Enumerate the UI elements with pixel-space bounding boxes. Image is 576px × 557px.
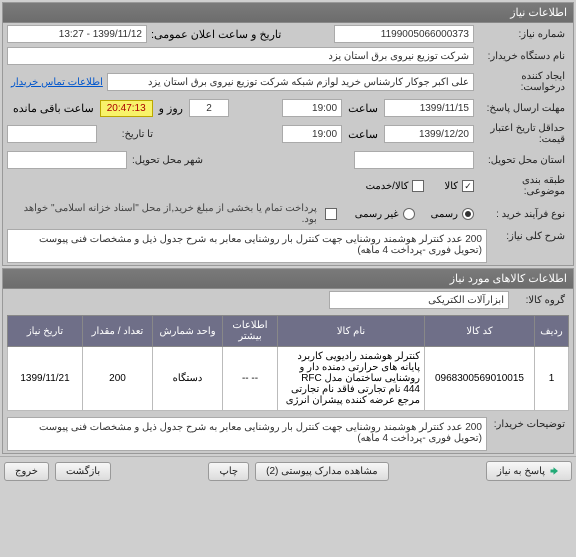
delivery-province-label: استان محل تحویل: (474, 153, 569, 168)
days-left-field: 2 (189, 99, 229, 117)
requester-label: ایجاد کننده درخواست: (474, 69, 569, 95)
goods-group-label: گروه کالا: (509, 293, 569, 308)
cell-qty: 200 (83, 347, 153, 411)
th-code: کد کالا (425, 316, 535, 347)
buyer-notes-field: 200 عدد کنترلر هوشمند روشنایی جهت کنترل … (7, 417, 487, 451)
need-number-label: شماره نیاز: (474, 27, 569, 42)
exit-button[interactable]: خروج (4, 462, 49, 481)
time-word-2: ساعت (342, 128, 384, 141)
reply-deadline-label: مهلت ارسال پاسخ: (474, 101, 569, 116)
contact-link[interactable]: اطلاعات تماس خریدار (7, 75, 107, 90)
table-row[interactable]: 1 0968300569010015 کنترلر هوشمند رادیویی… (8, 347, 569, 411)
footer-bar: پاسخ به نیاز مشاهده مدارک پیوستی (2) چاپ… (0, 456, 576, 485)
back-button-text: بازگشت (66, 466, 100, 477)
day-word: روز و (153, 102, 189, 115)
treasury-checkbox[interactable] (325, 208, 337, 220)
purchase-type-official-text: رسمی (431, 209, 458, 220)
th-idx: ردیف (535, 316, 569, 347)
items-table: ردیف کد کالا نام کالا اطلاعات بیشتر واحد… (7, 315, 569, 411)
purchase-type-unofficial[interactable]: غیر رسمی (355, 208, 415, 220)
reply-button[interactable]: پاسخ به نیاز (486, 461, 572, 481)
info-panel-header: اطلاعات نیاز (3, 3, 573, 23)
announce-time-label: تاریخ و ساعت اعلان عمومی: (147, 28, 334, 41)
delivery-city-label: شهر محل تحویل: (127, 153, 207, 168)
items-panel: اطلاعات کالاهای مورد نیاز گروه کالا: ابز… (2, 268, 574, 454)
reply-time-field: 19:00 (282, 99, 342, 117)
th-unit: واحد شمارش (153, 316, 223, 347)
requester-field: علی اکبر جوکار کارشناس خرید لوازم شبکه ش… (107, 73, 474, 91)
attachments-button[interactable]: مشاهده مدارک پیوستی (2) (255, 462, 389, 481)
cell-date: 1399/11/21 (8, 347, 83, 411)
purchase-type-label: نوع فرآیند خرید : (474, 207, 569, 222)
back-button[interactable]: بازگشت (55, 462, 111, 481)
th-more: اطلاعات بیشتر (223, 316, 278, 347)
main-desc-field: 200 عدد کنترلر هوشمند روشنایی جهت کنترل … (7, 229, 487, 263)
subject-service-text: کالا/خدمت (366, 181, 409, 192)
announce-time-field: 1399/11/12 - 13:27 (7, 25, 147, 43)
th-qty: تعداد / مقدار (83, 316, 153, 347)
items-table-header-row: ردیف کد کالا نام کالا اطلاعات بیشتر واحد… (8, 316, 569, 347)
buyer-org-label: نام دستگاه خریدار: (474, 49, 569, 64)
purchase-type-official[interactable]: رسمی (431, 208, 474, 220)
subject-service-checkbox[interactable]: کالا/خدمت (366, 180, 425, 192)
reply-button-text: پاسخ به نیاز (497, 466, 545, 477)
reply-date-field: 1399/11/15 (384, 99, 474, 117)
buyer-notes-label: توضیحات خریدار: (487, 417, 569, 432)
need-number-field: 1199005066000373 (334, 25, 474, 43)
subject-goods-text: کالا (444, 181, 458, 192)
info-panel: اطلاعات نیاز شماره نیاز: 119900506600037… (2, 2, 574, 266)
print-button[interactable]: چاپ (208, 462, 249, 481)
min-validity-label: حداقل تاریخ اعتبار قیمت: (474, 121, 569, 147)
print-button-text: چاپ (219, 466, 238, 477)
attachments-button-text: مشاهده مدارک پیوستی (2) (266, 466, 378, 477)
to-date-label: تا تاریخ: (97, 127, 157, 142)
countdown-badge: 20:47:13 (100, 100, 153, 117)
subject-goods-checkbox[interactable]: ✓ کالا (444, 180, 474, 192)
validity-date-field: 1399/12/20 (384, 125, 474, 143)
remaining-label: ساعت باقی مانده (7, 102, 100, 115)
validity-time-field: 19:00 (282, 125, 342, 143)
delivery-province-field (354, 151, 474, 169)
th-date: تاریخ نیاز (8, 316, 83, 347)
th-name: نام کالا (278, 316, 425, 347)
time-word-1: ساعت (342, 102, 384, 115)
buyer-org-field: شرکت توزیع نیروی برق استان یزد (7, 47, 474, 65)
reply-icon (549, 465, 561, 477)
exit-button-text: خروج (15, 466, 38, 477)
to-date-field (7, 125, 97, 143)
subject-class-label: طبقه بندی موضوعی: (474, 173, 569, 199)
cell-idx: 1 (535, 347, 569, 411)
items-panel-header: اطلاعات کالاهای مورد نیاز (3, 269, 573, 289)
treasury-hint: پرداخت تمام یا بخشی از مبلغ خرید,از محل … (7, 203, 325, 225)
cell-name: کنترلر هوشمند رادیویی کاربرد پایانه های … (278, 347, 425, 411)
main-desc-label: شرح کلی نیاز: (487, 229, 569, 244)
cell-more[interactable]: -- -- (223, 347, 278, 411)
delivery-city-field (7, 151, 127, 169)
purchase-type-unofficial-text: غیر رسمی (355, 209, 399, 220)
cell-unit: دستگاه (153, 347, 223, 411)
goods-group-field: ابزارآلات الکتریکی (329, 291, 509, 309)
cell-code: 0968300569010015 (425, 347, 535, 411)
